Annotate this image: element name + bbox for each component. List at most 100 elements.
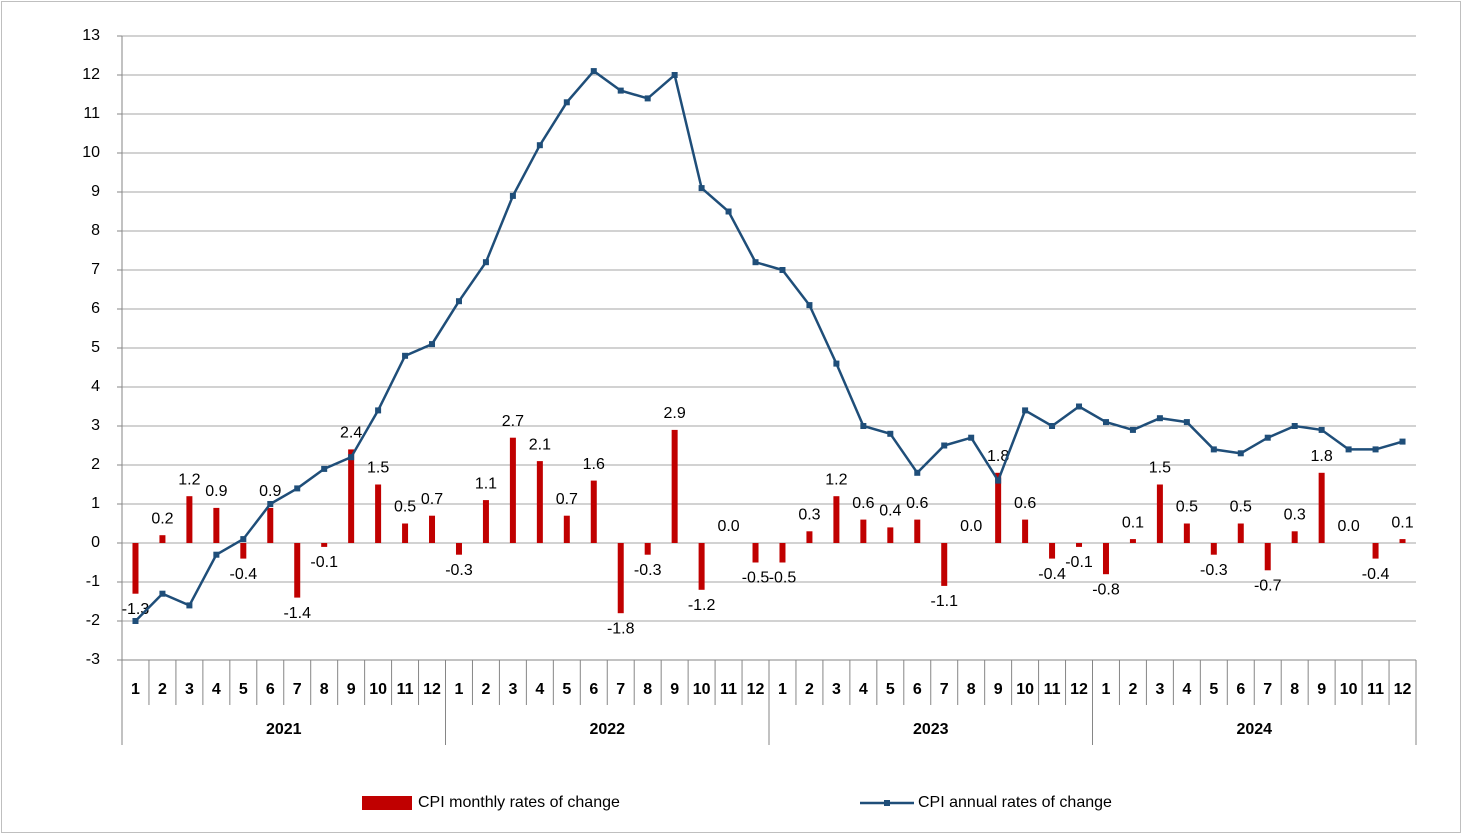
bar — [590, 480, 597, 543]
bar — [779, 543, 786, 563]
line-marker — [267, 501, 274, 507]
line-marker — [455, 298, 462, 305]
x-tick-label: 1 — [1102, 681, 1111, 698]
line-marker — [429, 341, 436, 348]
x-tick-label: 11 — [397, 681, 414, 698]
data-label: 0.1 — [1122, 514, 1144, 531]
legend-label: CPI annual rates of change — [918, 794, 1112, 811]
y-tick-label: 12 — [82, 66, 100, 83]
line-marker — [671, 72, 678, 78]
x-tick-label: 5 — [239, 681, 248, 698]
line-marker — [779, 267, 786, 273]
line-marker — [375, 407, 382, 414]
bar — [375, 484, 382, 543]
y-tick-label: 9 — [91, 183, 100, 200]
data-label: 0.0 — [717, 518, 739, 535]
line-marker — [887, 430, 894, 437]
legend-marker — [884, 800, 890, 806]
data-label: 0.5 — [1230, 499, 1252, 516]
data-label: 0.7 — [556, 491, 578, 508]
line-marker — [482, 259, 489, 266]
line-marker — [1345, 446, 1352, 453]
y-tick-label: 3 — [91, 417, 100, 434]
line-marker — [806, 302, 813, 309]
bar — [1399, 539, 1406, 543]
data-label: -1.2 — [688, 597, 716, 614]
line-marker — [1129, 426, 1136, 433]
x-tick-label: 9 — [347, 681, 356, 698]
x-tick-label: 12 — [1394, 681, 1412, 698]
line-marker — [698, 185, 705, 192]
data-label: 0.6 — [906, 495, 928, 512]
bar — [1210, 543, 1217, 555]
data-label: 0.0 — [1337, 518, 1359, 535]
year-label: 2023 — [913, 721, 949, 738]
x-tick-label: 7 — [940, 681, 949, 698]
line-marker — [1318, 426, 1325, 433]
line-marker — [941, 442, 948, 449]
data-label: 0.2 — [151, 510, 173, 527]
bar — [213, 507, 220, 543]
bar — [402, 523, 409, 543]
data-label: 2.7 — [502, 413, 524, 430]
data-label: -0.8 — [1092, 581, 1120, 598]
bar — [1049, 543, 1056, 559]
data-label: 0.9 — [205, 483, 227, 500]
y-tick-label: 10 — [82, 144, 100, 161]
bar — [294, 543, 301, 598]
data-label: -0.4 — [1038, 566, 1066, 583]
x-tick-label: 4 — [1182, 681, 1191, 698]
year-label: 2024 — [1236, 721, 1272, 738]
x-tick-label: 5 — [562, 681, 571, 698]
x-tick-label: 1 — [131, 681, 140, 698]
bar — [914, 519, 921, 543]
line-marker — [348, 454, 355, 461]
line-marker — [968, 434, 975, 441]
x-tick-label: 12 — [423, 681, 441, 698]
bar — [1183, 523, 1190, 543]
line-marker — [995, 477, 1002, 484]
bar — [1076, 543, 1083, 547]
data-label: 0.5 — [394, 499, 416, 516]
bar — [429, 515, 436, 543]
x-tick-label: 10 — [1016, 681, 1034, 698]
y-tick-label: -2 — [86, 612, 100, 629]
bar — [1129, 539, 1136, 543]
bar — [806, 531, 813, 543]
data-label: -0.7 — [1254, 578, 1282, 595]
line-marker — [1372, 446, 1379, 453]
data-label: 1.6 — [583, 456, 605, 473]
data-label: 0.3 — [798, 507, 820, 524]
data-label: 0.1 — [1391, 514, 1413, 531]
x-tick-label: 2 — [158, 681, 167, 698]
x-tick-label: 10 — [369, 681, 387, 698]
data-label: 1.5 — [1149, 460, 1171, 477]
x-tick-label: 11 — [1367, 681, 1384, 698]
line-marker — [590, 68, 597, 75]
x-tick-label: 4 — [535, 681, 544, 698]
y-tick-label: 11 — [83, 105, 100, 122]
y-tick-label: 1 — [91, 495, 100, 512]
line-marker — [186, 602, 193, 609]
data-label: 2.1 — [529, 436, 551, 453]
data-label: -0.3 — [1200, 562, 1228, 579]
line-marker — [1022, 407, 1029, 414]
data-label: 1.1 — [475, 475, 497, 492]
line-marker — [213, 551, 220, 558]
x-tick-label: 6 — [1236, 681, 1245, 698]
x-tick-label: 4 — [859, 681, 868, 698]
bar — [1318, 472, 1325, 543]
data-label: 0.3 — [1284, 507, 1306, 524]
bar — [1156, 484, 1163, 543]
data-label: -1.1 — [930, 593, 958, 610]
x-tick-label: 1 — [778, 681, 787, 698]
bar — [159, 535, 166, 543]
x-tick-label: 11 — [1044, 681, 1061, 698]
data-label: -0.3 — [445, 562, 473, 579]
bar — [240, 543, 247, 559]
x-tick-label: 9 — [670, 681, 679, 698]
bar — [752, 543, 759, 563]
data-label: 0.6 — [852, 495, 874, 512]
x-tick-label: 7 — [1263, 681, 1272, 698]
bar — [941, 543, 948, 586]
